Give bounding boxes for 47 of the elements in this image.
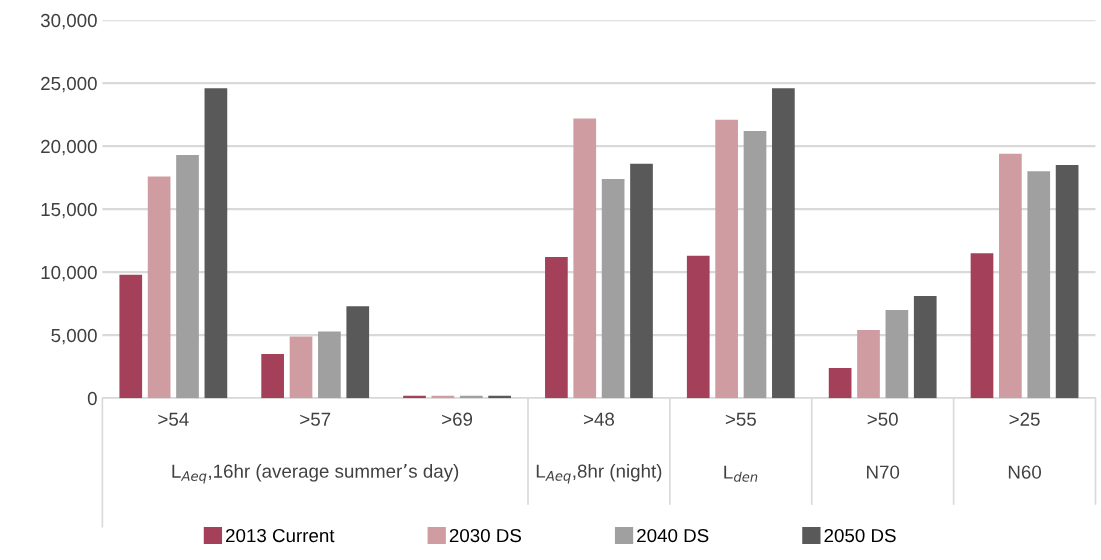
- bar: [1027, 171, 1051, 399]
- legend-label: 2050 DS: [824, 528, 896, 543]
- bar: [828, 367, 852, 399]
- text: L$_{Aeq}$,16hr (average summer’s day): [172, 464, 459, 484]
- x-tick-label: >48: [583, 412, 615, 426]
- bar: [715, 119, 738, 399]
- text: N70: [867, 465, 900, 479]
- x-tick-label: >57: [300, 412, 331, 426]
- y-tick-label: 0: [87, 391, 97, 406]
- y-tick-label: 15,000: [41, 202, 97, 219]
- bar: [346, 306, 370, 399]
- y-tick-label: 5,000: [51, 328, 97, 345]
- bar: [1055, 165, 1079, 399]
- bar: [970, 253, 994, 399]
- bar: [857, 330, 880, 399]
- bar: [147, 176, 171, 399]
- bar: [772, 88, 795, 399]
- text: L$_{Aeq}$,8hr (night): [536, 464, 662, 484]
- bar: [318, 331, 341, 399]
- bar: [743, 131, 767, 399]
- bar: [913, 296, 937, 399]
- y-tick-label: 25,000: [41, 76, 97, 93]
- bar: [630, 163, 653, 399]
- bar: [261, 354, 284, 399]
- text: N60: [1008, 465, 1042, 479]
- legend-label: 2040 DS: [637, 528, 709, 543]
- bar: [999, 153, 1022, 399]
- bar: [686, 255, 710, 399]
- legend-label: 2013 Current: [226, 528, 335, 543]
- bar: [176, 154, 199, 399]
- x-tick-label: >25: [1009, 412, 1040, 426]
- bar: [289, 336, 313, 399]
- x-tick-label: >50: [867, 412, 898, 426]
- bar: [204, 88, 228, 399]
- text: L$_{den}$: [724, 465, 758, 482]
- x-tick-label: >55: [725, 412, 756, 426]
- y-tick-label: 20,000: [41, 139, 97, 156]
- bar: [119, 274, 143, 399]
- y-tick-label: 30,000: [40, 13, 97, 30]
- x-tick-label: >54: [158, 412, 189, 426]
- bar: [573, 118, 597, 399]
- x-tick-label: >69: [442, 412, 473, 426]
- bar: [885, 309, 909, 399]
- y-tick-label: 10,000: [41, 265, 97, 282]
- legend-label: 2030 DS: [449, 528, 521, 543]
- bar: [545, 257, 568, 399]
- bar: [601, 178, 625, 399]
